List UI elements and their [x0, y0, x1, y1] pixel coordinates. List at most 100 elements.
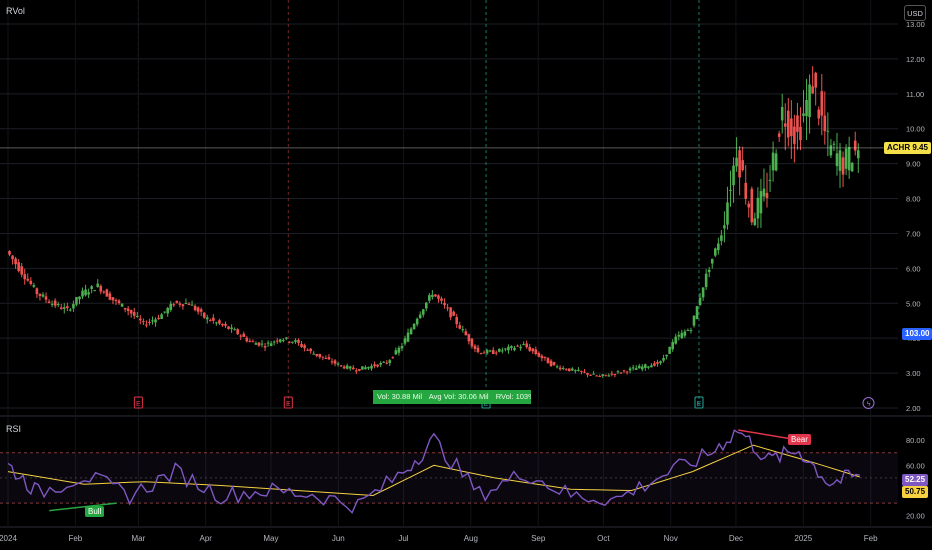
candle-body	[376, 364, 379, 367]
candle-body	[38, 293, 42, 296]
candle-body	[519, 346, 522, 349]
time-tick-label: Nov	[664, 534, 678, 543]
candle-body	[805, 99, 808, 117]
rsi-line	[7, 429, 860, 514]
candle-body	[56, 303, 60, 306]
candle-body	[415, 318, 419, 325]
candle-body	[710, 258, 714, 264]
candle-body	[449, 307, 452, 318]
candle-body	[707, 269, 711, 273]
candle-body	[647, 366, 650, 368]
time-tick-label: 2024	[0, 534, 17, 543]
candle-body	[285, 337, 288, 339]
rsi-tick-label: 60.00	[906, 461, 925, 470]
candle-body	[844, 148, 848, 169]
time-tick-label: Apr	[200, 534, 213, 543]
candle-body	[87, 292, 90, 295]
time-tick-label: May	[263, 534, 278, 543]
candle-body	[607, 375, 611, 377]
candle-body	[260, 343, 264, 345]
candle-body	[464, 331, 468, 336]
candle-body	[20, 266, 23, 275]
candle-body	[421, 309, 425, 315]
candle-body	[233, 329, 236, 331]
candle-body	[592, 373, 595, 375]
candle-body	[479, 353, 483, 355]
candle-body	[221, 323, 224, 326]
candle-body	[23, 274, 27, 280]
candle-body	[826, 130, 830, 132]
candle-body	[321, 356, 325, 358]
candle-body	[8, 250, 11, 255]
candle-body	[257, 342, 261, 346]
bear-label: Bear	[788, 434, 811, 445]
price-tick-label: 7.00	[906, 229, 921, 238]
candle-body	[759, 191, 763, 214]
candle-body	[297, 339, 300, 343]
candle-body	[111, 297, 115, 301]
candle-body	[531, 348, 535, 352]
candle-body	[230, 327, 233, 330]
candle-body	[832, 143, 836, 145]
candle-body	[835, 153, 839, 167]
candle-body	[272, 341, 276, 343]
candle-body	[132, 312, 136, 316]
volume-info-box: Vol: 30.88 Mil Avg Vol: 30.06 Mil RVol: …	[373, 390, 531, 404]
candle-body	[771, 152, 775, 171]
earnings-marker	[283, 396, 293, 409]
candle-body	[254, 343, 258, 345]
candle-body	[394, 350, 398, 355]
candle-body	[823, 115, 827, 132]
candle-body	[412, 323, 416, 330]
candle-body	[96, 283, 100, 287]
candle-body	[275, 340, 279, 342]
candle-body	[251, 341, 255, 343]
candle-body	[653, 363, 656, 366]
candle-body	[732, 165, 735, 186]
candle-body	[534, 349, 538, 354]
candle-body	[637, 365, 641, 369]
candle-body	[443, 302, 446, 306]
candle-body	[796, 115, 799, 132]
candle-body	[494, 352, 498, 354]
candle-body	[513, 347, 516, 351]
candle-body	[409, 328, 413, 335]
candle-body	[145, 324, 148, 326]
candle-body	[738, 150, 741, 178]
candle-body	[583, 371, 586, 373]
candle-body	[850, 162, 854, 172]
candle-body	[589, 374, 592, 376]
candle-body	[668, 346, 671, 354]
candle-body	[491, 350, 495, 354]
candle-body	[151, 320, 154, 322]
price-tick-label: 3.00	[906, 369, 921, 378]
candle-body	[431, 294, 434, 297]
candle-body	[105, 289, 109, 297]
candle-body	[202, 312, 206, 318]
candle-body	[458, 325, 462, 329]
candle-body	[571, 368, 574, 371]
candle-body	[522, 344, 525, 346]
time-tick-label: Dec	[729, 534, 743, 543]
event-marker-label: E	[484, 401, 489, 408]
candle-body	[735, 157, 738, 167]
candle-body	[154, 319, 157, 323]
candle-body	[482, 352, 486, 354]
candle-body	[485, 350, 489, 354]
currency-button[interactable]: USD	[904, 5, 926, 21]
earnings-marker	[133, 396, 143, 409]
candle-body	[504, 348, 507, 350]
candle-body	[686, 329, 690, 331]
candle-body	[99, 285, 103, 292]
candle-body	[528, 346, 532, 351]
indicator-title: RVol	[6, 6, 25, 16]
price-tick-label: 12.00	[906, 55, 925, 64]
candle-body	[190, 304, 194, 306]
candle-body	[339, 365, 343, 367]
candle-body	[263, 346, 267, 348]
candle-body	[498, 348, 501, 352]
candle-body	[613, 374, 617, 376]
candle-body	[17, 262, 20, 272]
candle-body	[291, 341, 294, 343]
